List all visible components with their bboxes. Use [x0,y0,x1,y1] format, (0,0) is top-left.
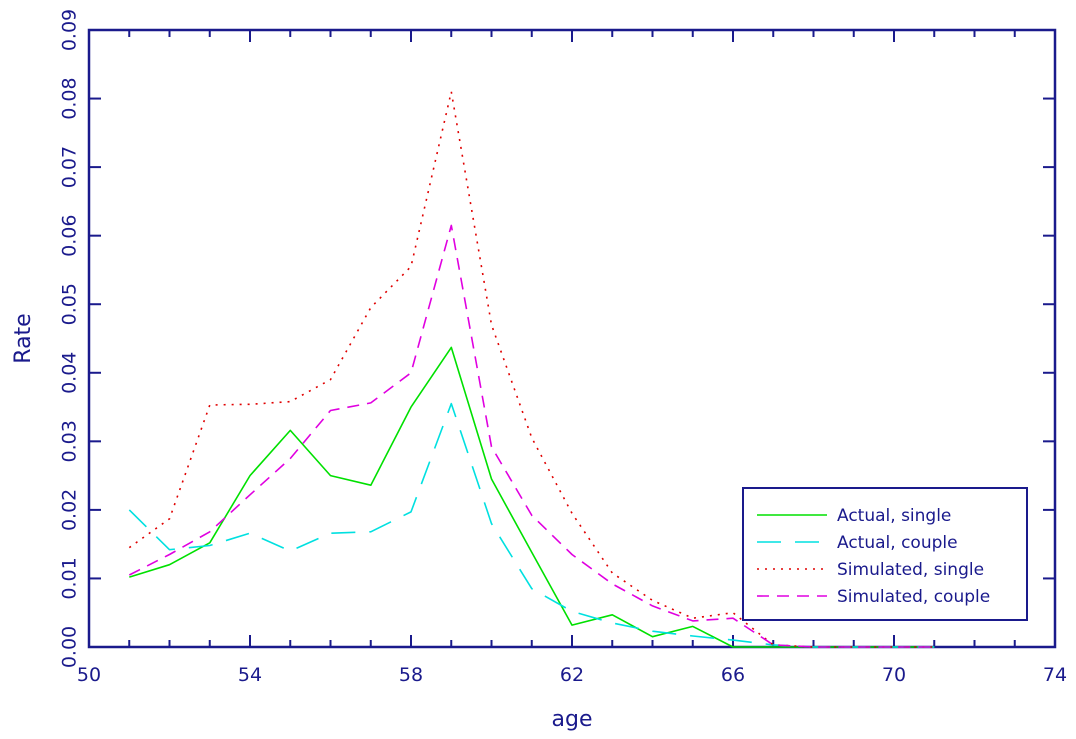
x-tick-label: 58 [399,664,423,686]
series-line [128,402,935,648]
y-axis-title: Rate [11,313,36,363]
x-tick-label: 54 [238,664,262,686]
y-tick-label: 0.09 [59,9,81,51]
legend-label: Actual, single [837,506,951,526]
x-axis-title: age [552,707,593,732]
legend: Actual, single Actual, couple Simulated, s… [742,487,1028,621]
y-tick-label: 0.07 [59,146,81,188]
x-tick-label: 66 [721,664,745,686]
y-tick-label: 0.06 [59,215,81,257]
x-tick-label: 62 [560,664,584,686]
y-tick-label: 0.01 [59,557,81,599]
series-layer [128,90,935,648]
ticks-layer: 50 54 58 62 66 70 74 0.00 0.01 0.02 0.03 0.04 0.05 0.… [59,9,1068,686]
y-tick-label: 0.03 [59,420,81,462]
x-tick-label: 74 [1043,664,1067,686]
legend-label: Actual, couple [837,533,958,553]
y-tick-label: 0.02 [59,489,81,531]
y-tick-label: 0.00 [59,626,81,668]
legend-box [742,487,1028,621]
legend-label: Simulated, single [837,560,984,580]
y-tick-label: 0.04 [59,352,81,394]
x-tick-label: 70 [882,664,906,686]
legend-label: Simulated, couple [837,587,990,607]
y-tick-label: 0.05 [59,283,81,325]
y-tick-label: 0.08 [59,77,81,119]
x-tick-label: 50 [77,664,101,686]
series-line [128,224,935,648]
